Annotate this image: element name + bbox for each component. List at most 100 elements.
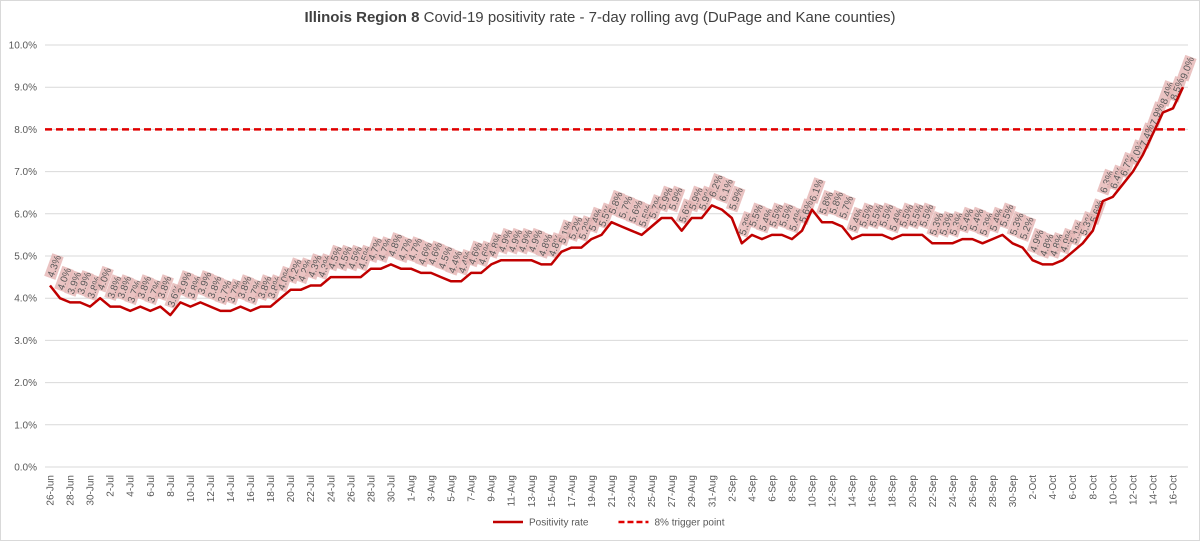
x-tick-label: 20-Sep xyxy=(908,475,919,508)
legend-label: 8% trigger point xyxy=(654,518,724,529)
x-tick-label: 26-Jun xyxy=(46,475,57,506)
data-label-box xyxy=(405,236,425,263)
x-tick-label: 6-Jul xyxy=(146,475,157,497)
data-label-box xyxy=(615,194,636,221)
data-label-box xyxy=(234,274,255,301)
x-tick-label: 10-Oct xyxy=(1108,475,1119,505)
y-tick-label: 7.0% xyxy=(14,167,37,178)
x-tick-label: 20-Jul xyxy=(286,475,297,502)
data-label-box xyxy=(104,274,124,301)
x-tick-label: 2-Oct xyxy=(1028,475,1039,500)
data-label-box xyxy=(715,177,736,204)
data-label-box xyxy=(154,274,174,301)
data-label-box xyxy=(1016,215,1037,242)
x-tick-label: 30-Jun xyxy=(86,475,97,506)
data-label-box xyxy=(1026,227,1047,255)
x-tick-label: 21-Aug xyxy=(607,475,618,507)
data-label-box xyxy=(1147,101,1167,128)
x-tick-label: 3-Aug xyxy=(427,475,438,502)
x-tick-label: 2-Sep xyxy=(727,475,738,502)
x-tick-label: 22-Jul xyxy=(306,475,317,502)
data-label-box xyxy=(996,202,1017,230)
title-bold: Illinois Region 8 xyxy=(304,9,419,26)
x-tick-label: 6-Sep xyxy=(767,475,778,502)
x-tick-label: 17-Aug xyxy=(567,475,578,507)
data-label-box xyxy=(344,244,365,272)
data-label-box xyxy=(495,227,515,255)
x-tick-label: 26-Sep xyxy=(968,475,979,508)
data-label-box xyxy=(906,202,926,230)
data-label-box xyxy=(415,240,435,268)
x-tick-label: 1-Aug xyxy=(406,475,417,502)
x-tick-label: 16-Sep xyxy=(868,475,879,508)
y-tick-label: 5.0% xyxy=(14,252,37,263)
data-label-box xyxy=(334,244,355,272)
data-label-box xyxy=(465,240,485,268)
x-tick-label: 16-Jul xyxy=(246,475,257,502)
x-tick-label: 18-Jul xyxy=(266,475,277,502)
data-label-box xyxy=(505,227,525,255)
data-label-box xyxy=(515,227,535,255)
data-label-box xyxy=(936,210,956,238)
data-label-box xyxy=(866,202,886,230)
title-rest: Covid-19 positivity rate - 7-day rolling… xyxy=(419,9,895,26)
y-tick-label: 1.0% xyxy=(14,420,37,431)
x-tick-label: 22-Sep xyxy=(928,475,939,508)
data-label-box xyxy=(876,202,896,230)
data-label-box xyxy=(625,198,646,225)
data-label-box xyxy=(665,185,686,213)
x-tick-label: 5-Aug xyxy=(447,475,458,502)
data-label-box xyxy=(134,274,154,301)
x-tick-label: 24-Jul xyxy=(326,475,337,502)
data-label-box xyxy=(685,185,706,213)
data-label-box xyxy=(1167,75,1187,103)
data-label-box xyxy=(856,202,876,230)
data-label-box xyxy=(916,202,936,230)
y-tick-label: 9.0% xyxy=(14,83,37,94)
legend-label: Positivity rate xyxy=(529,518,589,529)
data-label-box xyxy=(605,189,626,217)
data-label-box xyxy=(385,232,405,259)
data-label-box xyxy=(445,248,465,276)
data-label-box xyxy=(655,185,676,213)
y-tick-label: 2.0% xyxy=(14,378,37,389)
x-tick-label: 8-Sep xyxy=(787,475,798,502)
y-tick-label: 0.0% xyxy=(14,463,37,474)
data-label-box xyxy=(725,185,746,213)
data-label-box xyxy=(1137,122,1157,150)
data-label-box xyxy=(535,232,555,259)
x-tick-label: 13-Aug xyxy=(527,475,538,507)
x-tick-label: 8-Jul xyxy=(166,475,177,497)
x-tick-label: 23-Aug xyxy=(627,475,638,507)
data-label-box xyxy=(745,202,766,230)
data-label-box xyxy=(74,270,94,297)
data-label-box xyxy=(214,278,235,306)
data-label-box xyxy=(324,244,345,272)
data-label-box xyxy=(284,257,305,285)
x-tick-label: 15-Aug xyxy=(547,475,558,507)
y-tick-label: 8.0% xyxy=(14,125,37,136)
y-tick-label: 10.0% xyxy=(9,41,37,52)
x-tick-label: 14-Oct xyxy=(1148,475,1159,505)
x-tick-label: 31-Aug xyxy=(707,475,718,507)
x-tick-label: 30-Sep xyxy=(1008,475,1019,508)
x-tick-label: 28-Jul xyxy=(366,475,377,502)
data-label-box xyxy=(836,194,856,221)
x-tick-label: 8-Oct xyxy=(1088,475,1099,500)
data-label-box xyxy=(204,274,225,301)
data-label-box xyxy=(44,253,64,280)
data-label-box xyxy=(776,202,796,230)
data-label-box xyxy=(114,274,134,301)
data-label-box xyxy=(174,270,194,297)
x-tick-label: 12-Oct xyxy=(1128,475,1139,505)
data-label-box xyxy=(525,227,545,255)
y-tick-label: 3.0% xyxy=(14,336,37,347)
x-tick-label: 2-Jul xyxy=(106,475,117,497)
data-label-box xyxy=(565,215,586,242)
x-tick-label: 25-Aug xyxy=(647,475,658,507)
x-tick-label: 4-Sep xyxy=(747,475,758,502)
data-label-box xyxy=(94,265,114,293)
x-tick-label: 28-Jun xyxy=(66,475,77,506)
x-tick-label: 14-Sep xyxy=(848,475,859,508)
data-label-box xyxy=(766,202,786,230)
